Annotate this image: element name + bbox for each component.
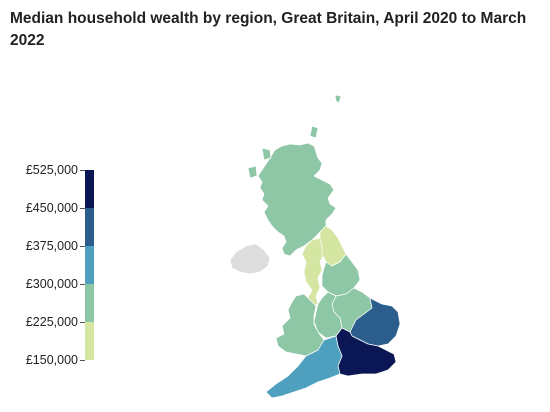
great-britain-map: Scotland North West North East Yorkshire… — [229, 94, 401, 399]
region-south-west[interactable]: South West — [265, 335, 343, 399]
legend-tick — [80, 170, 85, 171]
legend-tick-label: £150,000 — [25, 353, 78, 367]
legend-band-3 — [85, 246, 94, 284]
legend-tick-label: £450,000 — [25, 201, 78, 215]
chart-title: Median household wealth by region, Great… — [10, 10, 527, 49]
legend-tick — [80, 360, 85, 361]
legend-tick-label: £375,000 — [25, 239, 78, 253]
legend-tick — [80, 208, 85, 209]
legend-tick-label: £225,000 — [25, 315, 78, 329]
region-scotland[interactable]: Scotland — [247, 94, 342, 257]
region-northern-ireland[interactable]: Northern Ireland — [229, 243, 271, 275]
legend-band-5 — [85, 322, 94, 360]
legend-band-2 — [85, 208, 94, 246]
region-west-midlands[interactable]: West Midlands — [313, 291, 343, 339]
legend-tick — [80, 284, 85, 285]
legend-tick — [80, 322, 85, 323]
legend-band-4 — [85, 284, 94, 322]
region-wales[interactable]: Wales — [275, 293, 325, 357]
legend-band-1 — [85, 170, 94, 208]
color-legend: £525,000 £450,000 £375,000 £300,000 £225… — [0, 160, 110, 380]
legend-tick-label: £300,000 — [25, 277, 78, 291]
legend-tick — [80, 246, 85, 247]
legend-tick-label: £525,000 — [25, 163, 78, 177]
